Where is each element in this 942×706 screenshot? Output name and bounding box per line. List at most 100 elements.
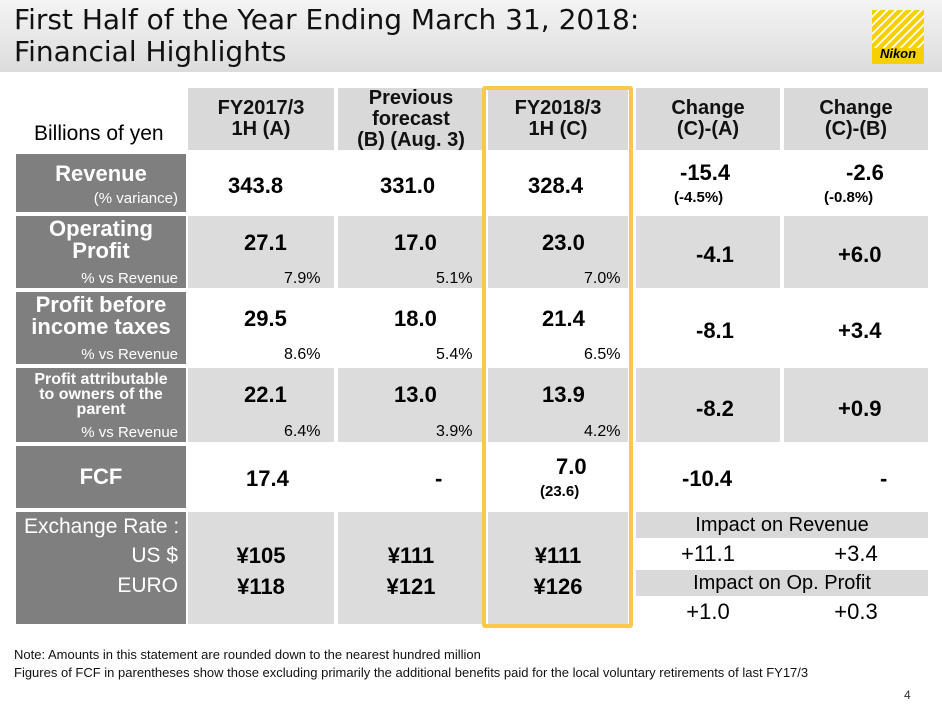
profit-attributable-b: 13.0	[394, 382, 437, 407]
operating-profit-b-pct: 5.1%	[436, 270, 473, 287]
col-header-fy2018-line1: FY2018/3	[514, 97, 602, 119]
title-line-1: First Half of the Year Ending March 31, …	[14, 3, 640, 36]
profit-before-tax-c: 21.4	[542, 306, 585, 331]
col-header-change-ca: Change (C)-(A)	[636, 88, 780, 150]
profit-before-tax-label-line1: Profit before	[35, 292, 167, 317]
profit-attributable-label-line1: Profit attributable	[34, 371, 168, 388]
operating-profit-cb: +6.0	[838, 242, 882, 267]
impact-op-ca: +1.0	[686, 599, 730, 624]
fcf-a: 17.4	[246, 466, 289, 491]
euro-rate-a: ¥118	[237, 574, 285, 599]
revenue-sublabel: (% variance)	[93, 190, 178, 207]
profit-attributable-ca-cell: -8.2	[636, 368, 780, 442]
operating-profit-c-cell: 23.0 7.0%	[488, 216, 628, 288]
fcf-c-cell: 7.0 (23.6)	[488, 446, 628, 508]
profit-before-tax-b-cell: 18.0 5.4%	[338, 292, 484, 364]
col-header-forecast-line2: forecast	[372, 107, 450, 130]
fcf-c-excluding: (23.6)	[540, 483, 580, 500]
revenue-cb-variance: (-0.8%)	[824, 189, 874, 206]
operating-profit-a-pct: 7.9%	[284, 270, 321, 287]
operating-profit-label-line1: Operating	[49, 216, 153, 241]
revenue-a: 343.8	[228, 173, 284, 198]
operating-profit-b: 17.0	[394, 230, 437, 255]
operating-profit-a-cell: 27.1 7.9%	[188, 216, 334, 288]
col-header-forecast-line3: (B) (Aug. 3)	[357, 128, 465, 151]
row-label-fcf: FCF	[16, 446, 186, 508]
profit-before-tax-cb-cell: +3.4	[784, 292, 928, 364]
profit-attributable-cb-cell: +0.9	[784, 368, 928, 442]
revenue-cb: -2.6	[846, 160, 884, 185]
profit-attributable-a-pct: 6.4%	[284, 423, 321, 440]
profit-before-tax-a: 29.5	[244, 306, 287, 331]
col-header-forecast: Previous forecast (B) (Aug. 3)	[338, 87, 484, 151]
logo-text: Nikon	[879, 46, 917, 61]
profit-attributable-label-line3: parent	[76, 401, 126, 418]
fcf-ca: -10.4	[682, 466, 733, 491]
col-header-change-cb-line1: Change	[819, 97, 893, 119]
profit-before-tax-ca-cell: -8.1	[636, 292, 780, 364]
profit-before-tax-sublabel: % vs Revenue	[81, 346, 178, 363]
profit-attributable-c: 13.9	[542, 382, 585, 407]
note-line-1: Note: Amounts in this statement are roun…	[14, 647, 481, 662]
profit-attributable-label-line2: to owners of the	[39, 386, 163, 403]
revenue-label: Revenue	[55, 161, 147, 186]
usd-rate-a: ¥105	[236, 543, 286, 568]
euro-rate-c: ¥126	[533, 574, 583, 599]
revenue-b-cell: 331.0	[338, 154, 484, 212]
profit-before-tax-a-cell: 29.5 8.6%	[188, 292, 334, 364]
profit-before-tax-b-pct: 5.4%	[436, 346, 473, 363]
fcf-label: FCF	[79, 464, 123, 489]
exchange-a-cell: ¥105 ¥118	[188, 512, 334, 624]
exchange-b-cell: ¥111 ¥121	[338, 512, 484, 624]
units-label: Billions of yen	[34, 122, 164, 145]
operating-profit-ca: -4.1	[696, 242, 734, 267]
revenue-a-cell: 343.8	[188, 154, 334, 212]
nikon-logo: Nikon	[872, 10, 924, 64]
profit-before-tax-cb: +3.4	[838, 318, 882, 343]
operating-profit-sublabel: % vs Revenue	[81, 270, 178, 287]
operating-profit-cb-cell: +6.0	[784, 216, 928, 288]
euro-rate-b: ¥121	[386, 574, 436, 599]
operating-profit-c-pct: 7.0%	[584, 270, 621, 287]
col-header-change-cb-line2: (C)-(B)	[824, 118, 888, 140]
logo-stripes	[872, 10, 924, 48]
profit-before-tax-ca: -8.1	[696, 318, 734, 343]
row-label-profit-attributable: Profit attributable to owners of the par…	[16, 368, 186, 442]
impact-revenue-ca: +11.1	[680, 541, 736, 566]
col-header-fy2018: FY2018/3 1H (C)	[488, 88, 628, 150]
col-header-change-ca-line2: (C)-(A)	[676, 118, 740, 140]
exchange-c-cell: ¥111 ¥126	[488, 512, 628, 624]
fcf-cb: -	[880, 466, 888, 491]
usd-rate-b: ¥111	[387, 543, 435, 568]
exchange-rate-label: Exchange Rate :	[24, 515, 180, 538]
revenue-b: 331.0	[380, 173, 436, 198]
col-header-change-cb: Change (C)-(B)	[784, 88, 928, 150]
fcf-cb-cell: -	[784, 446, 928, 508]
fcf-ca-cell: -10.4	[636, 446, 780, 508]
fcf-a-cell: 17.4	[188, 446, 334, 508]
row-label-revenue: Revenue (% variance)	[16, 154, 186, 212]
revenue-ca: -15.4	[680, 160, 731, 185]
fcf-b: -	[435, 466, 443, 491]
revenue-cb-cell: -2.6 (-0.8%)	[784, 154, 928, 212]
profit-before-tax-c-cell: 21.4 6.5%	[488, 292, 628, 364]
revenue-ca-variance: (-4.5%)	[674, 189, 724, 206]
profit-attributable-sublabel: % vs Revenue	[81, 424, 178, 441]
note-line-2: Figures of FCF in parentheses show those…	[14, 665, 809, 680]
revenue-ca-cell: -15.4 (-4.5%)	[636, 154, 780, 212]
col-header-fy2017-line1: FY2017/3	[217, 97, 305, 119]
operating-profit-ca-cell: -4.1	[636, 216, 780, 288]
profit-attributable-ca: -8.2	[696, 396, 734, 421]
slide-header: First Half of the Year Ending March 31, …	[0, 0, 942, 72]
fcf-b-cell: -	[338, 446, 484, 508]
euro-label: EURO	[117, 574, 178, 597]
col-header-fy2018-line2: 1H (C)	[528, 118, 588, 140]
profit-attributable-b-pct: 3.9%	[436, 423, 473, 440]
profit-attributable-a-cell: 22.1 6.4%	[188, 368, 334, 442]
impact-revenue-cb: +3.4	[834, 541, 878, 566]
title-line-2: Financial Highlights	[14, 35, 287, 68]
fcf-c: 7.0	[556, 454, 587, 479]
operating-profit-label-line2: Profit	[72, 238, 130, 263]
impact-op-cb: +0.3	[834, 599, 878, 624]
usd-label: US $	[131, 544, 178, 567]
